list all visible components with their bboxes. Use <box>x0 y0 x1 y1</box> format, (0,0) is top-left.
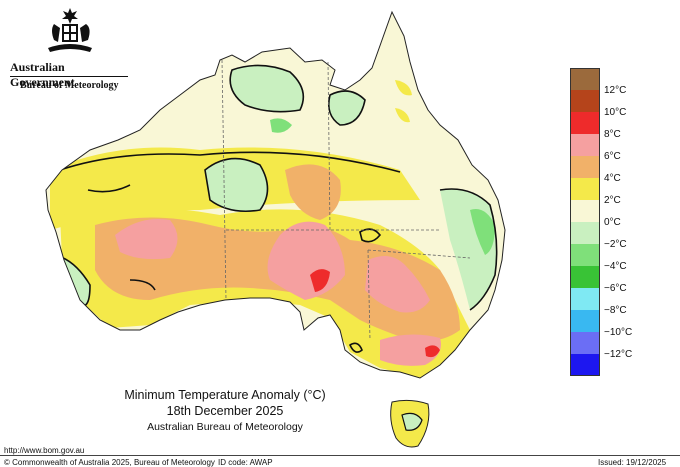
legend-label: −6°C <box>604 283 627 294</box>
agency-label: Bureau of Meteorology <box>20 80 119 91</box>
legend-label: 6°C <box>604 151 621 162</box>
map-date: 18th December 2025 <box>166 404 284 418</box>
legend-swatch <box>570 354 600 376</box>
state-borders <box>221 59 471 341</box>
legend-label: −4°C <box>604 261 627 272</box>
legend-label: −2°C <box>604 239 627 250</box>
legend-swatch <box>570 288 600 310</box>
copyright-text: © Commonwealth of Australia 2025, Bureau… <box>4 458 215 467</box>
legend-labels: 12°C 10°C 8°C 6°C 4°C 2°C 0°C −2°C −4°C … <box>604 85 632 371</box>
color-legend <box>570 68 600 376</box>
legend-label: 8°C <box>604 129 621 140</box>
legend-label: 12°C <box>604 85 627 96</box>
legend-label: 4°C <box>604 173 621 184</box>
legend-label: −8°C <box>604 305 627 316</box>
legend-swatch <box>570 266 600 288</box>
footer-divider <box>0 455 680 456</box>
legend-swatch <box>570 90 600 112</box>
legend-swatch <box>570 310 600 332</box>
legend-label: −10°C <box>604 327 633 338</box>
issued-date: Issued: 19/12/2025 <box>598 458 667 467</box>
commonwealth-crest <box>8 6 132 98</box>
legend-swatch <box>570 156 600 178</box>
legend-swatch <box>570 134 600 156</box>
legend-label: 10°C <box>604 107 627 118</box>
bom-url-link[interactable]: http://www.bom.gov.au <box>4 446 85 455</box>
legend-label: −12°C <box>604 349 633 360</box>
legend-swatch <box>570 222 600 244</box>
legend-swatch <box>570 332 600 354</box>
government-label: Australian Government <box>10 60 75 89</box>
contour-lines <box>54 64 498 353</box>
map-title: Minimum Temperature Anomaly (°C) <box>124 388 326 402</box>
legend-swatch <box>570 112 600 134</box>
coat-of-arms-icon <box>48 8 92 52</box>
map-title-block: Minimum Temperature Anomaly (°C) 18th De… <box>110 388 340 433</box>
tasmania <box>390 399 430 448</box>
legend-label: 0°C <box>604 217 621 228</box>
legend-swatch <box>570 68 600 90</box>
legend-swatch <box>570 178 600 200</box>
map-source: Australian Bureau of Meteorology <box>147 421 303 433</box>
header-divider <box>10 76 128 77</box>
legend-swatch <box>570 200 600 222</box>
legend-swatch <box>570 244 600 266</box>
legend-label: 2°C <box>604 195 621 206</box>
id-code: ID code: AWAP <box>218 458 273 467</box>
